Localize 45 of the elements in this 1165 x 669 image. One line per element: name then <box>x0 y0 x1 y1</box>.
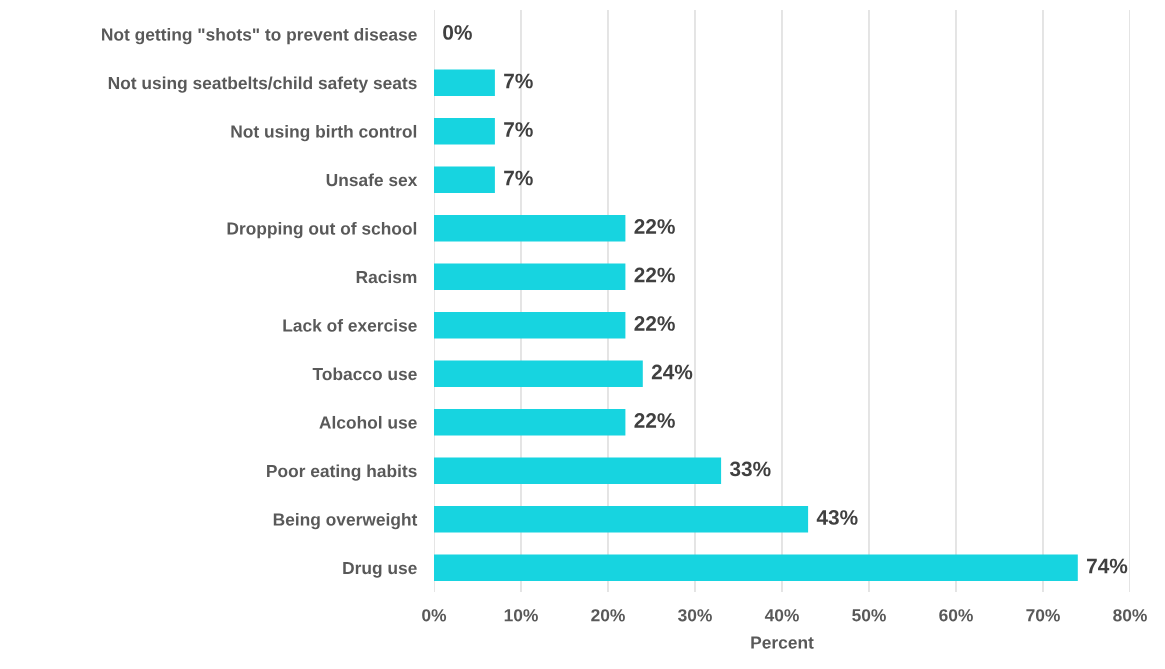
x-tick-label: 70% <box>1026 609 1060 622</box>
y-tick-label: Not using seatbelts/child safety seats <box>108 76 417 93</box>
x-axis-title: Percent <box>751 636 814 649</box>
y-tick-label: Alcohol use <box>319 415 417 429</box>
bar <box>434 360 643 388</box>
bar <box>434 505 809 533</box>
bar <box>434 69 495 97</box>
data-label: 7% <box>504 170 533 186</box>
bar <box>434 457 722 485</box>
data-label: 22% <box>634 219 675 234</box>
x-tick-label: 80% <box>1113 609 1147 622</box>
data-label: 7% <box>504 122 533 137</box>
y-tick-label: Tobacco use <box>312 367 417 381</box>
x-tick-label: 50% <box>852 609 886 622</box>
bar <box>434 166 495 194</box>
data-label: 24% <box>651 364 693 380</box>
data-label: 33% <box>729 461 771 477</box>
bar <box>434 214 626 242</box>
data-label: 22% <box>634 413 675 428</box>
x-tick-label: 30% <box>678 609 712 622</box>
y-tick-label: Not getting "shots" to prevent disease <box>102 27 417 45</box>
data-label: 43% <box>816 510 858 525</box>
y-tick-label: Being overweight <box>273 512 418 530</box>
x-tick-label: 10% <box>504 609 538 622</box>
bar <box>434 408 626 436</box>
y-tick-label: Not using birth control <box>231 124 417 142</box>
data-label: 74% <box>1087 558 1128 574</box>
bar <box>434 117 495 145</box>
bar <box>434 311 626 339</box>
bar <box>434 263 626 291</box>
data-label: 7% <box>504 73 533 89</box>
y-tick-label: Dropping out of school <box>227 221 417 239</box>
data-label: 22% <box>634 267 675 283</box>
y-tick-label: Drug use <box>343 562 417 578</box>
y-tick-label: Poor eating habits <box>267 464 417 481</box>
bar <box>434 554 1078 582</box>
x-tick-label: 40% <box>764 609 799 622</box>
y-tick-label: Racism <box>356 270 417 284</box>
y-tick-label: Lack of exercise <box>283 318 417 332</box>
data-label: 22% <box>634 316 675 331</box>
y-tick-label: Unsafe sex <box>326 173 418 187</box>
x-tick-label: 0% <box>422 609 447 622</box>
data-label: 0% <box>443 25 472 40</box>
x-tick-label: 20% <box>591 609 625 622</box>
x-tick-label: 60% <box>939 609 973 622</box>
